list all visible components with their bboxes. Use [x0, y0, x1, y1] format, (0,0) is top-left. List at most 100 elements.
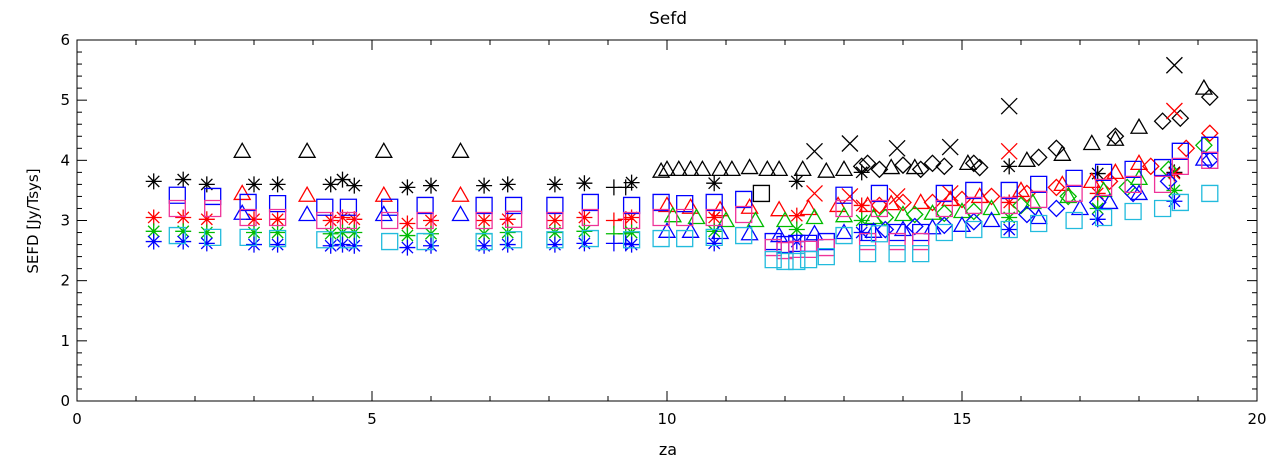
triangle-marker — [1011, 181, 1031, 198]
triangle-marker — [769, 200, 789, 217]
asterisk-marker — [322, 237, 339, 254]
square-marker — [581, 208, 599, 227]
asterisk-marker — [576, 223, 593, 240]
square-marker — [652, 229, 670, 248]
triangle-marker — [746, 211, 765, 228]
asterisk-marker — [423, 212, 439, 229]
diamond-marker — [935, 216, 954, 235]
asterisk-marker — [1166, 165, 1183, 182]
square-marker — [581, 193, 599, 212]
square-marker — [168, 226, 186, 245]
triangle-marker — [1023, 193, 1042, 210]
square-marker — [1000, 196, 1018, 215]
asterisk-marker — [346, 177, 363, 194]
triangle-marker — [758, 160, 777, 177]
diamond-marker — [1106, 127, 1125, 146]
asterisk-marker — [346, 237, 363, 254]
square-marker — [912, 223, 930, 242]
x-marker — [1000, 97, 1018, 115]
diamond-marker — [905, 217, 924, 236]
triangle-marker — [681, 197, 700, 214]
triangle-marker — [657, 160, 677, 177]
diamond-marker — [964, 212, 983, 231]
square-marker — [416, 232, 434, 251]
square-marker — [1171, 193, 1189, 212]
triangle-marker — [1029, 208, 1048, 225]
square-marker — [1153, 199, 1172, 218]
triangle-marker — [817, 161, 836, 178]
diamond-marker — [1047, 139, 1066, 158]
asterisk-marker — [334, 236, 351, 253]
asterisk-marker — [334, 224, 351, 241]
asterisk-marker — [576, 175, 593, 192]
asterisk-marker — [269, 211, 286, 228]
square-marker — [239, 208, 257, 227]
asterisk-marker — [576, 235, 593, 252]
square-marker — [339, 231, 358, 249]
square-marker — [316, 231, 334, 249]
asterisk-marker — [853, 164, 870, 181]
diamond-marker — [1017, 205, 1036, 224]
triangle-marker — [740, 158, 759, 175]
asterisk-marker — [476, 212, 493, 229]
diamond-marker — [870, 196, 889, 215]
diamond-marker — [894, 193, 912, 212]
square-marker — [858, 244, 877, 263]
diamond-marker — [905, 205, 924, 224]
asterisk-marker — [198, 235, 215, 252]
axes: 0 5 10 15 20 0 1 2 3 4 5 6 — [60, 31, 1266, 428]
triangle-marker — [374, 205, 393, 222]
asterisk-marker — [1089, 211, 1106, 228]
triangle-marker — [769, 226, 789, 243]
asterisk-marker — [269, 176, 286, 193]
square-marker — [799, 250, 818, 269]
square-marker — [239, 228, 257, 246]
triangle-marker — [233, 141, 252, 158]
diamond-marker — [1029, 148, 1048, 167]
asterisk-marker — [546, 212, 563, 229]
asterisk-marker — [269, 224, 286, 241]
asterisk-marker — [175, 209, 192, 226]
triangle-marker — [834, 160, 854, 177]
square-marker — [705, 208, 723, 227]
square-marker — [652, 208, 670, 227]
diamond-marker — [1047, 178, 1066, 197]
asterisk-marker — [1001, 209, 1018, 226]
square-marker — [817, 247, 835, 266]
asterisk-marker — [546, 224, 563, 241]
square-marker — [416, 211, 434, 230]
square-marker — [870, 225, 889, 243]
triangle-marker — [722, 160, 742, 177]
diamond-marker — [923, 193, 942, 212]
diamond-marker — [935, 204, 954, 223]
diamond-marker — [1017, 184, 1036, 203]
triangle-marker — [657, 196, 677, 213]
triangle-marker — [1106, 129, 1125, 146]
x-tick-label: 15 — [952, 410, 971, 428]
square-marker — [1201, 151, 1219, 169]
square-marker — [817, 238, 835, 257]
triangle-marker — [1094, 181, 1113, 198]
asterisk-marker — [423, 237, 439, 254]
square-marker — [1094, 208, 1113, 227]
asterisk-marker — [853, 224, 870, 241]
square-marker — [1171, 157, 1189, 175]
asterisk-marker — [1001, 194, 1018, 211]
diamond-marker — [1159, 160, 1178, 179]
triangle-marker — [669, 160, 688, 177]
diamond-marker — [911, 160, 930, 179]
square-marker — [752, 184, 771, 203]
asterisk-marker — [706, 209, 723, 226]
triangle-marker — [374, 141, 393, 158]
asterisk-marker — [576, 209, 593, 226]
asterisk-marker — [175, 171, 192, 188]
triangle-marker — [651, 161, 671, 178]
triangle-marker — [233, 184, 252, 201]
square-marker — [965, 196, 983, 215]
square-marker — [912, 232, 930, 251]
square-marker — [888, 244, 906, 263]
triangle-marker — [451, 205, 470, 222]
square-marker — [204, 228, 222, 246]
square-marker — [475, 196, 493, 215]
